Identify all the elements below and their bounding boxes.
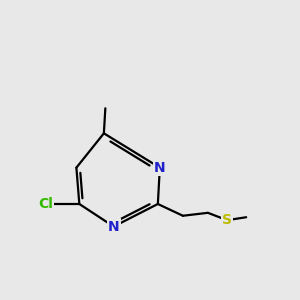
Text: N: N (154, 161, 166, 175)
Text: Cl: Cl (38, 197, 53, 211)
Text: S: S (222, 213, 232, 227)
Text: N: N (108, 220, 119, 234)
